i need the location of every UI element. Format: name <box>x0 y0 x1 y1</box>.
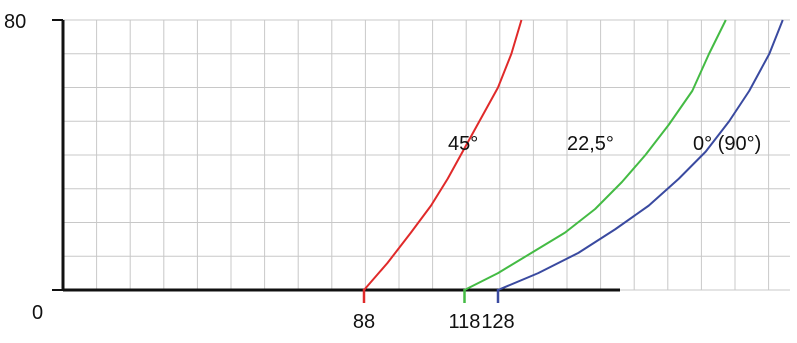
series-layer <box>363 19 784 291</box>
series-line-0 <box>363 19 523 291</box>
x-tick-label-2: 128 <box>481 311 514 333</box>
series-line-1 <box>464 19 727 291</box>
grid <box>62 19 790 291</box>
axes <box>52 19 620 292</box>
y-tick-labels: 80 0 <box>4 11 43 324</box>
x-tick-label-1: 118 <box>449 311 481 333</box>
y-tick-label-80: 80 <box>4 11 26 33</box>
curve-labels: 45° 22,5° 0° (90°) <box>448 133 761 155</box>
y-tick-label-0: 0 <box>32 302 43 324</box>
curve-label-0-90: 0° (90°) <box>693 133 761 155</box>
curve-label-22-5: 22,5° <box>567 133 614 155</box>
series-line-2 <box>497 19 784 291</box>
x-tick-label-0: 88 <box>353 311 375 333</box>
curve-label-45: 45° <box>448 133 478 155</box>
x-ticks: 88 118 128 <box>353 289 515 333</box>
